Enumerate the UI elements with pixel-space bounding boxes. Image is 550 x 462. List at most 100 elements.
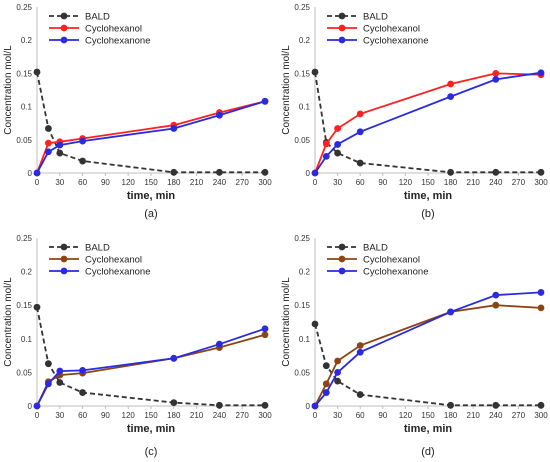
y-tick-label: 0.05 — [16, 136, 32, 145]
y-tick-label: 0.1 — [21, 103, 33, 112]
x-tick-label: 90 — [101, 411, 110, 420]
data-point — [45, 139, 52, 147]
y-tick-label: 0.1 — [21, 335, 33, 344]
y-tick-label: 0.15 — [16, 69, 32, 78]
data-point — [261, 331, 269, 339]
y-tick-label: 0.15 — [294, 301, 310, 310]
data-point — [56, 149, 64, 157]
data-point — [537, 69, 545, 77]
data-point — [334, 141, 341, 148]
y-tick-label: 0.25 — [16, 234, 32, 243]
series-line — [36, 71, 265, 174]
x-tick-label: 120 — [399, 411, 413, 420]
x-tick-label: 270 — [512, 178, 526, 187]
x-tick-label: 30 — [333, 411, 342, 420]
y-tick-label: 0.15 — [16, 301, 32, 310]
y-tick-label: 0 — [28, 402, 33, 411]
chart-panel-4: 0 0.05 0.1 0.15 0.2 0.25 0 30 60 90 120 150 180 210 24… — [281, 234, 548, 458]
data-point — [322, 153, 330, 160]
x-tick-label: 240 — [489, 411, 503, 420]
data-point — [79, 137, 86, 145]
data-point — [311, 169, 319, 177]
legend-swatch-marker — [338, 243, 346, 251]
y-tick-label: 0 — [306, 169, 311, 178]
x-tick-label: 210 — [190, 411, 204, 420]
panel-label: (c) — [145, 446, 158, 458]
y-axis-title: Concentration mol/L — [3, 277, 14, 367]
legend-swatch-marker — [60, 24, 68, 32]
legend-entry: Cyclohexanol — [363, 255, 420, 266]
x-tick-label: 90 — [378, 411, 387, 420]
data-point — [334, 377, 341, 385]
data-point — [170, 125, 178, 132]
data-point — [170, 399, 178, 407]
legend-entry: Cyclohexanol — [85, 24, 142, 35]
y-tick-label: 0 — [306, 402, 311, 411]
legend-entry: Cyclohexanone — [363, 267, 429, 278]
legend-entry: BALD — [363, 243, 388, 254]
y-tick-label: 0.25 — [16, 3, 32, 12]
x-tick-label: 270 — [236, 178, 250, 187]
legend-swatch-marker — [338, 255, 346, 263]
series-line — [314, 323, 541, 407]
y-tick-label: 0.05 — [294, 368, 310, 377]
legend-swatch-marker — [60, 267, 68, 275]
series-line — [314, 291, 542, 407]
x-tick-label: 60 — [356, 411, 365, 420]
data-point — [492, 401, 500, 409]
y-axis-title: Concentration mol/L — [281, 277, 292, 367]
y-tick-label: 0.2 — [299, 268, 311, 277]
data-point — [79, 366, 86, 374]
y-tick-label: 0.2 — [21, 36, 33, 45]
x-tick-label: 300 — [534, 411, 548, 420]
data-point — [45, 148, 52, 156]
y-axis-title: Concentration mol/L — [3, 45, 14, 135]
x-axis-title: time, min — [127, 190, 176, 202]
legend-entry: BALD — [85, 12, 110, 23]
series-cyclohexanone — [311, 69, 545, 177]
x-tick-label: 150 — [144, 178, 158, 187]
legend-entry: Cyclohexanone — [363, 36, 429, 47]
x-tick-label: 210 — [467, 411, 481, 420]
x-tick-label: 240 — [213, 411, 227, 420]
x-tick-label: 0 — [35, 178, 40, 187]
data-point — [322, 389, 330, 396]
data-point — [261, 401, 269, 409]
data-point — [492, 301, 500, 309]
data-point — [56, 141, 64, 149]
data-point — [261, 168, 269, 176]
series-bald — [33, 303, 269, 409]
data-point — [492, 168, 500, 176]
data-point — [447, 401, 454, 409]
data-point — [537, 168, 545, 176]
x-tick-label: 30 — [55, 178, 64, 187]
data-point — [356, 128, 364, 136]
x-tick-label: 240 — [213, 178, 227, 187]
x-tick-label: 300 — [258, 411, 272, 420]
x-tick-label: 0 — [35, 411, 40, 420]
x-tick-label: 60 — [78, 178, 87, 187]
legend-swatch-marker — [60, 12, 68, 20]
data-point — [33, 303, 41, 311]
y-tick-label: 0.15 — [294, 69, 310, 78]
series-cyclohexanol — [311, 70, 545, 177]
series-line — [314, 304, 542, 407]
x-tick-label: 270 — [236, 411, 250, 420]
x-tick-label: 300 — [534, 178, 548, 187]
legend-entry: BALD — [85, 243, 110, 254]
x-tick-label: 150 — [144, 411, 158, 420]
data-point — [216, 340, 223, 348]
data-point — [492, 291, 500, 299]
data-point — [447, 308, 454, 316]
chart-panel-2: 0 0.05 0.1 0.15 0.2 0.25 0 30 60 90 120 150 180 210 24… — [281, 3, 548, 220]
data-point — [311, 402, 319, 410]
y-tick-label: 0 — [28, 169, 33, 178]
series-line — [36, 307, 265, 407]
data-point — [261, 325, 269, 333]
data-point — [33, 68, 41, 76]
panel-label: (d) — [421, 446, 434, 458]
data-point — [537, 304, 545, 312]
x-axis-title: time, min — [127, 423, 176, 435]
x-tick-label: 180 — [167, 411, 181, 420]
legend-swatch-marker — [338, 267, 346, 275]
